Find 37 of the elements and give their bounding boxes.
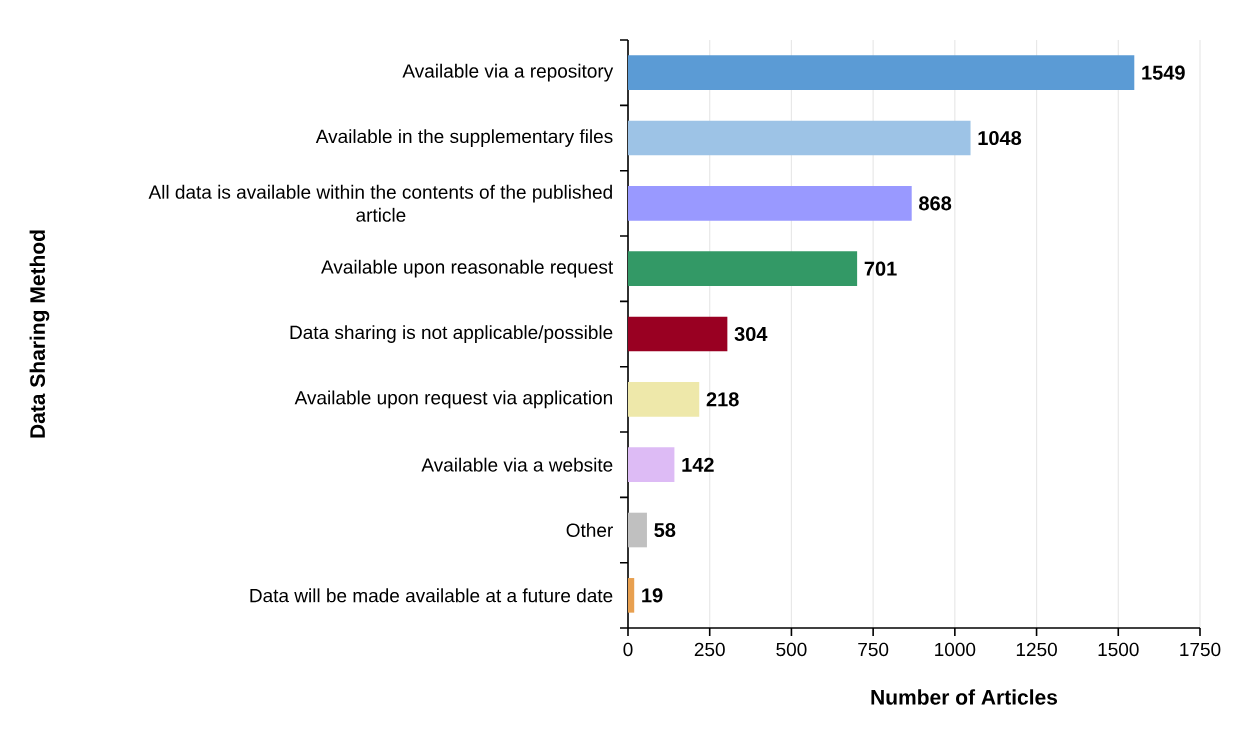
data-label: 19 bbox=[642, 588, 663, 603]
y-tick-label: Data sharing is not applicable/possible bbox=[290, 325, 613, 343]
y-tick-label: Available via a repository bbox=[402, 63, 614, 82]
bar bbox=[628, 447, 675, 482]
x-tick-label: 1500 bbox=[1098, 642, 1139, 657]
y-tick-label: Other bbox=[566, 523, 613, 537]
data-label: 142 bbox=[682, 457, 714, 472]
bar bbox=[628, 578, 635, 613]
bar bbox=[628, 382, 700, 417]
data-label: 701 bbox=[864, 261, 897, 276]
data-label: 868 bbox=[919, 196, 952, 211]
y-tick-label: Available upon reasonable request bbox=[321, 259, 614, 278]
y-tick-label: Available via a website bbox=[421, 457, 613, 472]
bar bbox=[628, 120, 971, 156]
y-axis-title: Data Sharing Method bbox=[29, 230, 50, 438]
x-tick-label: 1000 bbox=[935, 642, 976, 657]
data-label: 1048 bbox=[978, 130, 1022, 146]
x-tick-label: 500 bbox=[776, 642, 807, 657]
data-label: 304 bbox=[734, 326, 768, 342]
x-axis-title: Number of Articles bbox=[871, 689, 1058, 705]
bar bbox=[628, 512, 647, 548]
y-tick-label: Available in the supplementary files bbox=[315, 129, 613, 147]
x-tick-label: 750 bbox=[858, 642, 889, 657]
data-label: 58 bbox=[654, 522, 676, 538]
y-tick-label: Available upon request via application bbox=[294, 390, 612, 409]
y-tick-label: All data is available within the contents of the published article bbox=[148, 184, 612, 222]
data-label: 1549 bbox=[1142, 65, 1185, 80]
x-tick-label: 0 bbox=[623, 642, 633, 657]
data-label: 218 bbox=[706, 392, 739, 407]
x-tick-label: 250 bbox=[694, 642, 725, 657]
x-tick-label: 1750 bbox=[1180, 642, 1221, 657]
bar bbox=[628, 186, 912, 221]
bar bbox=[628, 251, 858, 286]
x-tick-label: 1250 bbox=[1016, 642, 1057, 657]
y-tick-label: Data will be made available at a future date bbox=[250, 588, 613, 603]
bar bbox=[628, 55, 1135, 90]
bar bbox=[628, 316, 728, 352]
